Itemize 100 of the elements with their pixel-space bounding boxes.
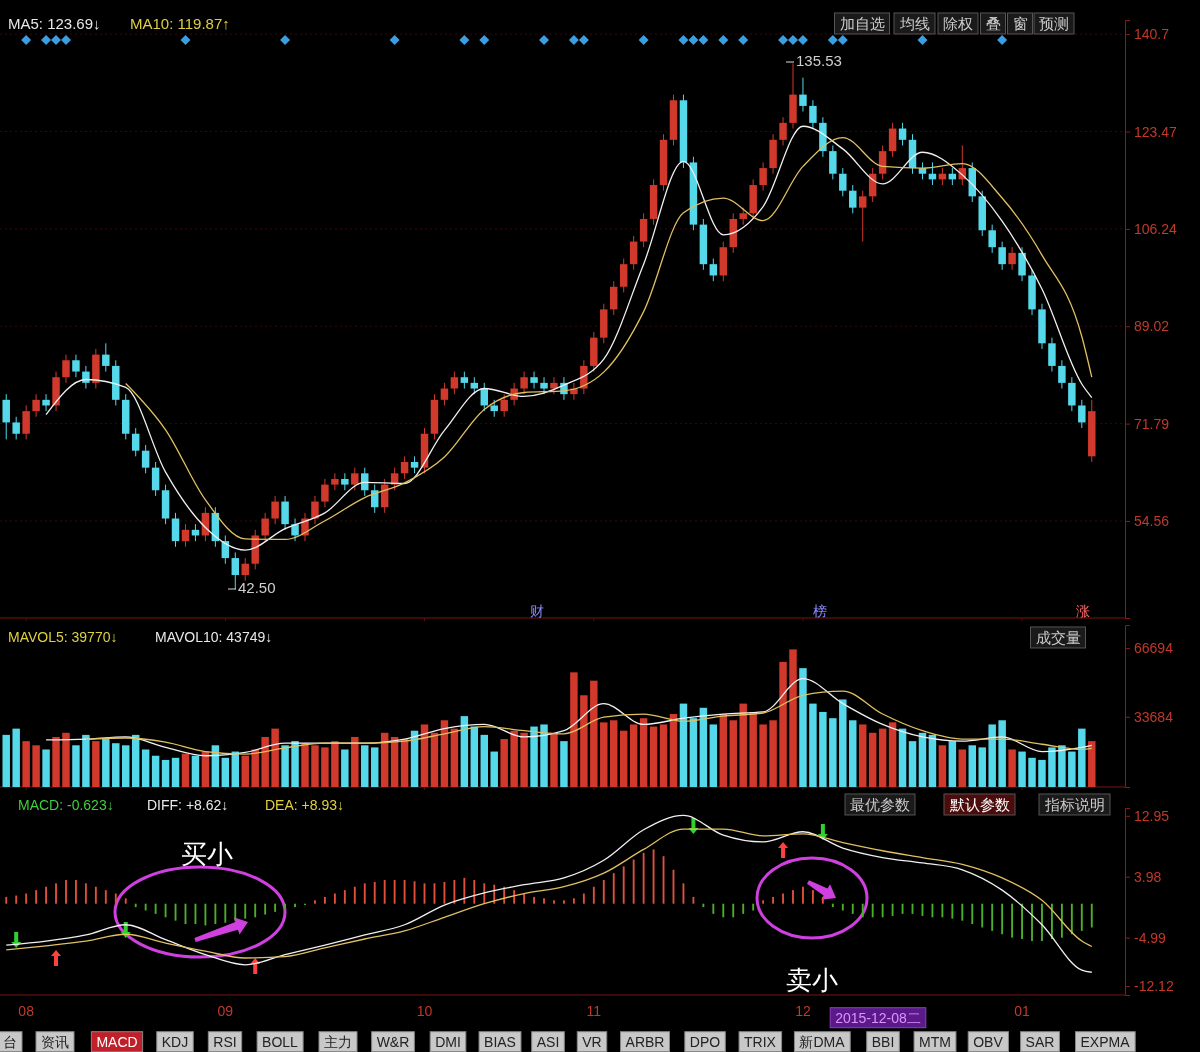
candlestick [151,461,160,497]
y-tick-label: 12.95 [1134,807,1170,824]
bar [191,755,200,787]
text: OBV [973,1033,1004,1050]
text: DPO [689,1033,721,1050]
annotation: 叠 [985,14,1001,32]
candlestick [390,467,399,491]
annotation: MA10: 119.87↑ [130,14,230,32]
bar [271,728,279,787]
text: BOLL [262,1033,299,1050]
bar [1018,751,1026,787]
y-tick-label: 140.7 [1134,26,1170,43]
candlestick [331,472,339,491]
candlestick [520,371,528,395]
candlestick [2,393,10,440]
annotation: 135.53 [796,51,842,69]
bar [241,755,249,787]
annotation: 42.50 [238,578,276,596]
bar [749,711,757,787]
candlestick [629,235,638,271]
bar [361,745,369,787]
candlestick [1008,246,1016,271]
candlestick [450,371,459,395]
bar [799,668,807,787]
bar [839,699,847,787]
candlestick [898,122,907,146]
annotation: 财 [530,602,544,619]
candlestick [321,478,329,508]
bar [450,728,459,787]
bar [480,734,488,787]
annotation: 窗 [1012,14,1028,32]
candlestick [888,122,897,158]
bar [759,724,767,787]
bar [82,734,90,787]
bar [809,703,817,787]
bar [331,741,339,787]
candlestick [709,258,718,282]
candlestick [231,551,240,590]
text: 2015-12-08二 [835,1009,921,1026]
bar [211,745,220,787]
candlestick [639,212,648,248]
text: MACD [96,1033,138,1050]
bar [430,732,439,787]
y-tick-label: 66694 [1134,639,1174,656]
bar [500,739,508,787]
annotation: 涨 [1076,602,1090,619]
annotation: 最优参数 [850,795,910,813]
bar [649,726,658,787]
bar [729,720,737,787]
candlestick [550,376,558,395]
bar [789,649,797,787]
bar [520,732,528,787]
bar [978,747,986,787]
bar [161,759,170,787]
candlestick [42,393,50,412]
text: W&R [376,1033,410,1050]
bar [171,757,180,787]
text: SAR [1025,1033,1055,1050]
bar [968,745,976,787]
candlestick [839,167,847,197]
bar [998,720,1006,787]
annotation: 卖小 [786,964,838,995]
bar [739,703,747,787]
candlestick [72,354,80,378]
bar [699,707,708,787]
text: BIAS [484,1033,516,1050]
annotation: 加自选 [839,14,885,32]
bar [291,741,299,787]
bar [141,749,150,787]
bar [878,728,887,787]
candlestick [779,116,787,146]
y-tick-label: 54.56 [1134,512,1170,529]
candlestick [1068,376,1076,412]
bar [898,728,907,787]
bar [420,724,429,787]
text: 新DMA [799,1033,846,1050]
bar [928,734,937,787]
candlestick [32,393,40,418]
bar [221,757,230,787]
bar [540,724,548,787]
x-tick-label: 09 [217,1002,234,1019]
annotation: 买小 [181,838,233,869]
candlestick [261,512,269,542]
bar [131,734,140,787]
bar [1028,757,1036,787]
bar [958,749,967,787]
candlestick [141,444,150,474]
bar [669,714,678,787]
text: EXPMA [1080,1033,1131,1050]
candlestick [619,258,628,293]
candlestick [241,557,249,582]
bar [32,745,40,787]
line-series [45,677,1093,757]
y-tick-label: -12.12 [1134,977,1174,994]
bar [281,745,289,787]
bar [470,726,479,787]
bar [12,728,20,787]
bar [1008,749,1016,787]
candlestick [858,190,867,243]
bar [1048,747,1056,787]
